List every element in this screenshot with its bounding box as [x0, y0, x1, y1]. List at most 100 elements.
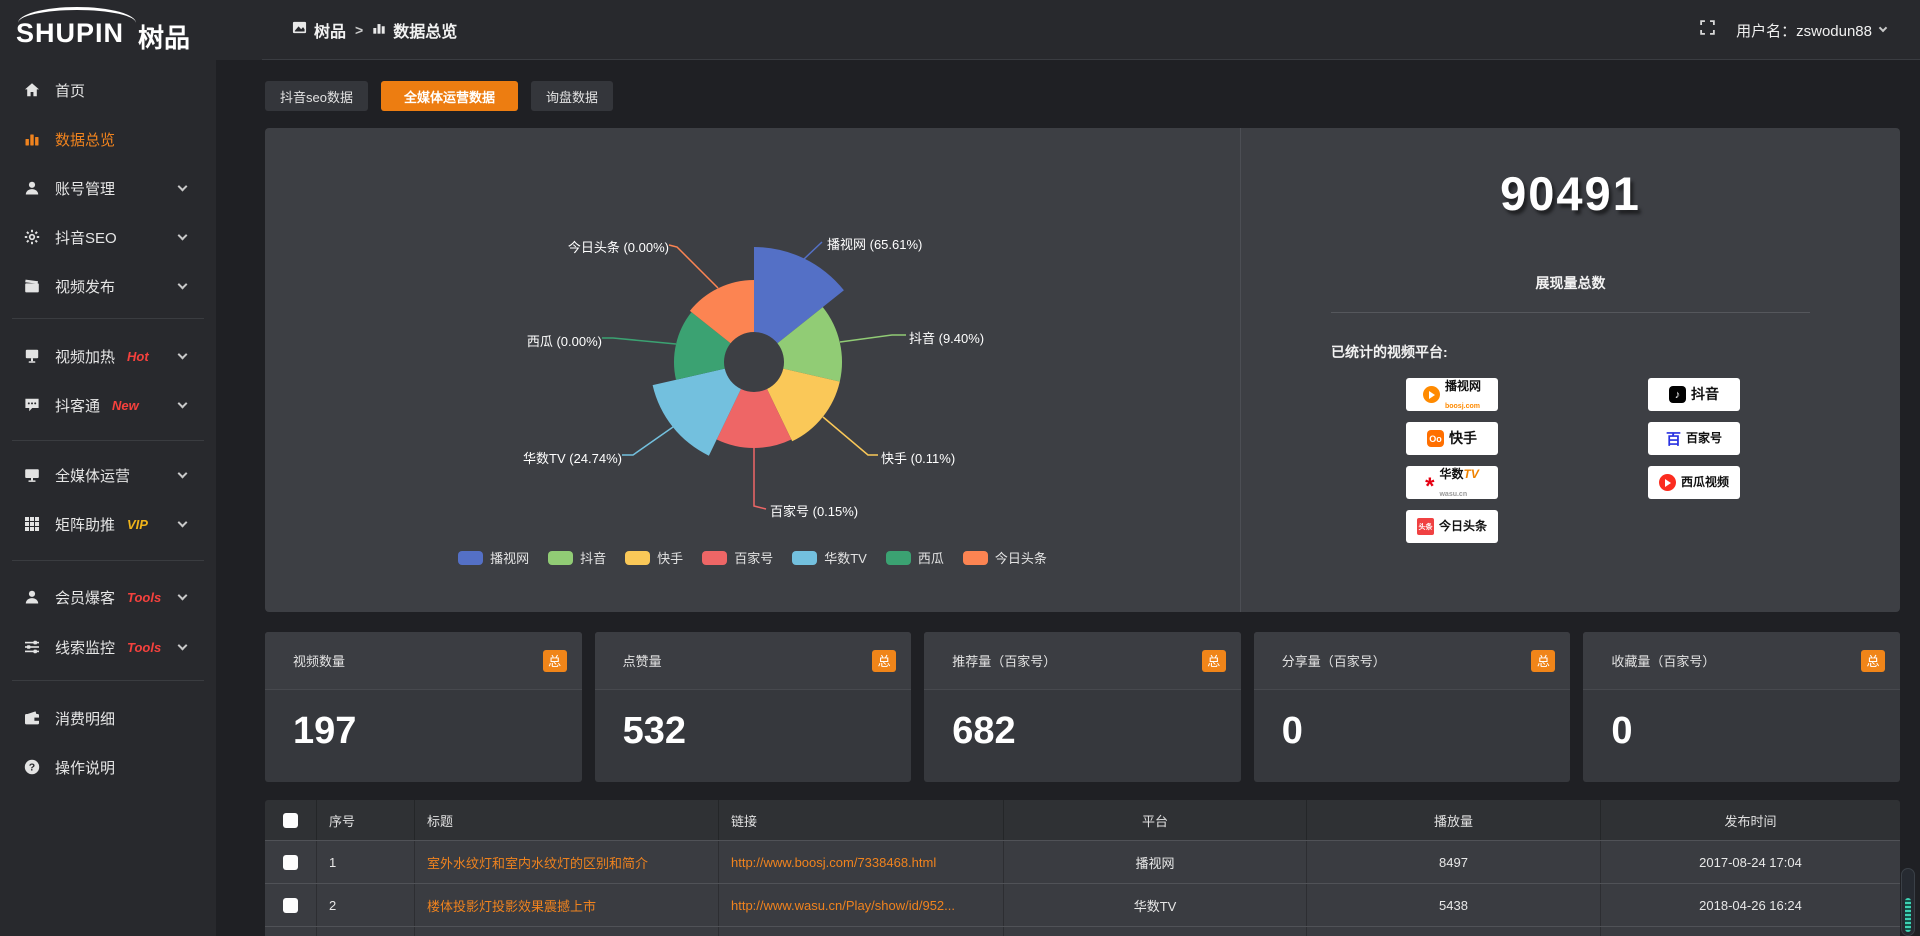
baijiahao-logo-icon: 百	[1665, 431, 1681, 448]
stat-cards: 视频数量 总 197 点赞量 总 532 推荐量（百家号） 总 682 分享量（百家号…	[265, 632, 1900, 782]
sidebar-item-label: 抖音SEO	[55, 229, 117, 247]
legend-swatch	[702, 550, 728, 565]
legend-swatch	[792, 550, 818, 565]
breadcrumb-label: 树品	[314, 24, 347, 41]
tab-douyin-seo-data[interactable]: 抖音seo数据	[265, 81, 368, 111]
sidebar-item-label: 线索监控	[55, 639, 116, 657]
cell-index: 1	[317, 841, 415, 883]
legend-item[interactable]: 西瓜	[885, 548, 944, 567]
sidebar-item-matrix-boost[interactable]: 矩阵助推 VIP	[0, 504, 216, 544]
legend-item[interactable]: 播视网	[458, 548, 529, 567]
legend-item[interactable]: 快手	[625, 548, 683, 567]
select-all-checkbox[interactable]	[283, 812, 298, 828]
column-header-plays: 播放量	[1307, 800, 1601, 840]
stat-card-label: 分享量（百家号）	[1281, 654, 1386, 669]
table-row: 2 楼体投影灯投影效果震撼上市 http://www.wasu.cn/Play/…	[265, 883, 1900, 926]
sidebar-divider	[12, 318, 204, 319]
cell-plays: 5438	[1307, 884, 1601, 926]
stat-card-favorites: 收藏量（百家号） 总 0	[1583, 632, 1900, 782]
sidebar-item-expense-detail[interactable]: 消费明细	[0, 698, 216, 738]
breadcrumb-current[interactable]: 数据总览	[372, 18, 457, 42]
cell-url-link[interactable]: http://www.boosj.com/7338468.html	[719, 841, 1004, 883]
total-badge: 总	[1531, 649, 1556, 672]
sidebar-item-video-heat[interactable]: 视频加热 Hot	[0, 336, 216, 376]
impressions-summary: 90491 展现量总数 已统计的视频平台: 播视网 boosj.com Oo 快…	[1240, 128, 1900, 612]
logo-arc	[18, 7, 136, 23]
grid-icon	[24, 516, 40, 532]
pie-callout-label: 西瓜 (0.00%)	[526, 334, 602, 349]
member-icon	[24, 589, 40, 605]
stat-card-label: 点赞量	[622, 654, 662, 669]
sidebar-item-label: 首页	[55, 82, 86, 100]
legend-label: 播视网	[490, 551, 530, 566]
pie-callout-label: 今日头条 (0.00%)	[567, 240, 669, 255]
new-badge: New	[112, 397, 139, 413]
cell-title-link[interactable]: 室外水纹灯和室内水纹灯的区别和简介	[415, 841, 719, 883]
platform-name: 西瓜视频	[1680, 475, 1729, 490]
cell-published: 2017-08-24 17:04	[1699, 854, 1802, 870]
sidebar-item-douketong[interactable]: 抖客通 New	[0, 385, 216, 425]
bar-chart-icon	[372, 21, 386, 40]
scrollbar[interactable]	[1901, 868, 1915, 936]
table-header-row: 序号 标题 链接 平台 播放量 发布时间	[265, 800, 1900, 840]
breadcrumb-home[interactable]: 树品	[292, 18, 346, 42]
sidebar-item-help[interactable]: ? 操作说明	[0, 747, 216, 787]
platform-name: 播视网	[1444, 378, 1481, 393]
vip-badge: VIP	[127, 516, 148, 532]
stat-card-label: 收藏量（百家号）	[1611, 654, 1716, 669]
chevron-down-icon	[177, 279, 188, 290]
platform-badge-toutiao: 头条 今日头条	[1406, 510, 1498, 543]
sidebar-item-media-ops[interactable]: 全媒体运营	[0, 455, 216, 495]
tools-badge: Tools	[127, 639, 162, 655]
legend-item[interactable]: 百家号	[702, 548, 773, 567]
breadcrumb-separator: >	[355, 22, 364, 38]
stat-card-value: 0	[1611, 710, 1633, 752]
legend-item[interactable]: 今日头条	[962, 548, 1047, 567]
sidebar-item-label: 消费明细	[55, 710, 116, 728]
breadcrumb: 树品 > 数据总览	[292, 0, 457, 60]
kuaishou-logo-icon: Oo	[1427, 430, 1444, 447]
scrollbar-thumb[interactable]	[1905, 898, 1911, 932]
stat-card-value: 0	[1281, 710, 1303, 752]
tab-inquiry-data[interactable]: 询盘数据	[530, 81, 613, 111]
home-icon	[24, 82, 40, 98]
cell-platform: 华数TV	[1004, 884, 1307, 926]
column-header-index: 序号	[317, 800, 415, 840]
sidebar-item-clue-monitor[interactable]: 线索监控 Tools	[0, 627, 216, 667]
sidebar-item-data-overview[interactable]: 数据总览	[0, 119, 216, 159]
sidebar-item-label: 会员爆客	[55, 589, 116, 607]
sidebar-item-account[interactable]: 账号管理	[0, 168, 216, 208]
table-row: 1 室外水纹灯和室内水纹灯的区别和简介 http://www.boosj.com…	[265, 840, 1900, 883]
cell-plays: 8497	[1307, 841, 1601, 883]
chat-icon	[24, 397, 40, 413]
total-badge: 总	[1860, 649, 1885, 672]
tab-media-ops-data[interactable]: 全媒体运营数据	[380, 81, 518, 111]
user-icon	[24, 180, 40, 196]
legend-swatch	[548, 550, 574, 565]
svg-text:?: ?	[29, 762, 35, 774]
clapperboard-icon	[24, 278, 40, 294]
pie-callout-label: 快手 (0.11%)	[881, 451, 956, 466]
cell-url-link[interactable]: http://www.wasu.cn/Play/show/id/952...	[719, 884, 1004, 926]
logo-text-cn: 树品	[138, 23, 191, 53]
sliders-icon	[24, 639, 40, 655]
sidebar-item-video-publish[interactable]: 视频发布	[0, 266, 216, 306]
sidebar-item-member-burst[interactable]: 会员爆客 Tools	[0, 577, 216, 617]
logo-text-en: SHUPIN	[16, 18, 125, 48]
row-checkbox[interactable]	[283, 897, 298, 913]
legend-item[interactable]: 华数TV	[792, 548, 867, 567]
cell-platform: 播视网	[1004, 841, 1307, 883]
user-menu[interactable]: 用户名：zswodun88	[1736, 20, 1888, 41]
platform-badge-wasu: * 华数TV wasu.cn	[1406, 466, 1498, 499]
sidebar-item-douyin-seo[interactable]: 抖音SEO	[0, 217, 216, 257]
fullscreen-icon[interactable]	[1699, 19, 1716, 41]
sidebar-item-home[interactable]: 首页	[0, 70, 216, 110]
legend-item[interactable]: 抖音	[548, 548, 606, 567]
sidebar-divider	[12, 680, 204, 681]
stat-card-value: 197	[293, 710, 357, 752]
row-checkbox[interactable]	[283, 854, 298, 870]
toutiao-logo-icon: 头条	[1416, 518, 1434, 535]
legend-swatch	[625, 550, 651, 565]
bar-chart-icon	[24, 131, 40, 147]
cell-title-link[interactable]: 楼体投影灯投影效果震撼上市	[415, 884, 719, 926]
